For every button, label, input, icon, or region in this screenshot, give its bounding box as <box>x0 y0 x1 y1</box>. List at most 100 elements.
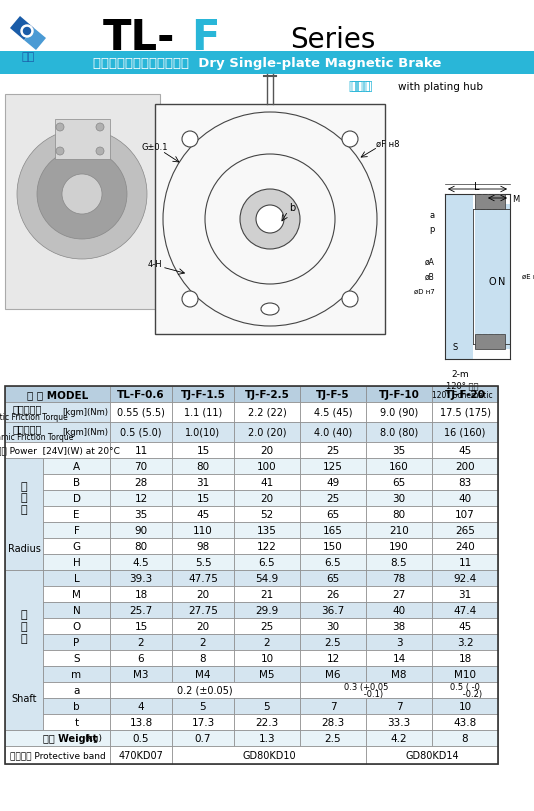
Text: M6: M6 <box>325 669 341 679</box>
Text: [kgm](Nm): [kgm](Nm) <box>62 408 108 417</box>
Bar <box>432 474 498 491</box>
Bar <box>110 570 172 586</box>
Text: 45: 45 <box>458 621 472 631</box>
Bar <box>5 95 160 310</box>
Bar <box>366 539 432 554</box>
Text: 122: 122 <box>257 541 277 551</box>
Text: 41: 41 <box>261 478 273 487</box>
Text: 11: 11 <box>135 445 147 456</box>
Bar <box>366 474 432 491</box>
Bar <box>110 554 172 570</box>
Text: 1.3: 1.3 <box>258 733 276 743</box>
Text: 100: 100 <box>257 461 277 471</box>
Bar <box>432 603 498 618</box>
Text: 2.0 (20): 2.0 (20) <box>248 427 286 437</box>
Bar <box>110 474 172 491</box>
Text: 20: 20 <box>197 621 209 631</box>
Bar <box>0 75 534 384</box>
Text: 動摩擦轉距: 動摩擦轉距 <box>12 424 42 434</box>
Bar <box>172 506 234 522</box>
Circle shape <box>182 292 198 307</box>
Text: 台菱: 台菱 <box>21 52 35 62</box>
Circle shape <box>240 190 300 250</box>
Text: p: p <box>430 225 435 234</box>
Bar <box>366 746 498 764</box>
Bar <box>432 402 498 423</box>
Text: 12: 12 <box>135 493 147 504</box>
Bar <box>366 423 432 443</box>
Bar <box>5 746 110 764</box>
Text: M4: M4 <box>195 669 211 679</box>
Text: 470KD07: 470KD07 <box>119 750 163 760</box>
Bar <box>234 714 300 730</box>
Text: 25: 25 <box>326 493 340 504</box>
Text: 0.2 (±0.05): 0.2 (±0.05) <box>177 685 233 695</box>
Bar <box>366 666 432 682</box>
Text: F: F <box>74 526 80 535</box>
Text: 10: 10 <box>458 702 472 711</box>
Bar <box>234 554 300 570</box>
Bar <box>366 570 432 586</box>
Text: 5: 5 <box>200 702 206 711</box>
Text: (kg): (kg) <box>84 734 102 743</box>
Bar <box>366 387 432 402</box>
Bar <box>172 586 234 603</box>
Bar <box>5 443 110 458</box>
Text: 190: 190 <box>389 541 409 551</box>
Text: 49: 49 <box>326 478 340 487</box>
Text: 35: 35 <box>135 509 147 519</box>
Text: M8: M8 <box>391 669 407 679</box>
Bar <box>300 666 366 682</box>
Bar <box>110 443 172 458</box>
Circle shape <box>96 148 104 156</box>
Text: O: O <box>73 621 81 631</box>
Text: GD80KD10: GD80KD10 <box>242 750 296 760</box>
Text: 12: 12 <box>326 653 340 663</box>
Bar <box>43 698 110 714</box>
Text: 重量 Weight: 重量 Weight <box>43 733 97 743</box>
Circle shape <box>62 175 102 215</box>
Text: 20: 20 <box>261 445 273 456</box>
Text: t: t <box>74 717 78 727</box>
Text: M5: M5 <box>259 669 275 679</box>
Text: 15: 15 <box>135 621 147 631</box>
Text: G±0.1: G±0.1 <box>142 144 168 152</box>
Bar <box>43 618 110 634</box>
Bar <box>172 474 234 491</box>
Bar <box>300 570 366 586</box>
Text: 25: 25 <box>326 445 340 456</box>
Text: Series: Series <box>290 26 375 54</box>
Text: øB: øB <box>425 272 435 281</box>
Text: 120° 配置: 120° 配置 <box>446 381 478 390</box>
Text: TL-: TL- <box>103 17 175 59</box>
Bar <box>110 634 172 650</box>
Bar <box>110 682 300 698</box>
Text: 徑
方
向: 徑 方 向 <box>21 481 27 514</box>
Bar <box>172 491 234 506</box>
Circle shape <box>256 206 284 234</box>
Text: 8: 8 <box>200 653 206 663</box>
Text: TL-F-0.6: TL-F-0.6 <box>117 389 165 400</box>
Text: 型 號 MODEL: 型 號 MODEL <box>27 389 88 400</box>
Text: 4.5 (45): 4.5 (45) <box>314 407 352 418</box>
Text: 6.5: 6.5 <box>258 557 276 568</box>
Bar <box>172 402 234 423</box>
Circle shape <box>23 28 30 36</box>
Bar <box>432 522 498 539</box>
Bar <box>172 570 234 586</box>
Text: 2-m: 2-m <box>451 370 469 379</box>
Bar <box>0 0 534 75</box>
Bar <box>300 634 366 650</box>
Text: 21: 21 <box>261 590 273 599</box>
Bar <box>43 570 110 586</box>
Text: Dynamic Friction Torque: Dynamic Friction Torque <box>0 432 73 441</box>
Bar <box>155 105 385 335</box>
Bar <box>300 402 366 423</box>
Text: 2: 2 <box>264 637 270 647</box>
Bar <box>43 474 110 491</box>
Bar <box>110 506 172 522</box>
Text: 3: 3 <box>396 637 402 647</box>
Text: 70: 70 <box>135 461 147 471</box>
Text: 1.1 (11): 1.1 (11) <box>184 407 222 418</box>
Text: 65: 65 <box>326 509 340 519</box>
